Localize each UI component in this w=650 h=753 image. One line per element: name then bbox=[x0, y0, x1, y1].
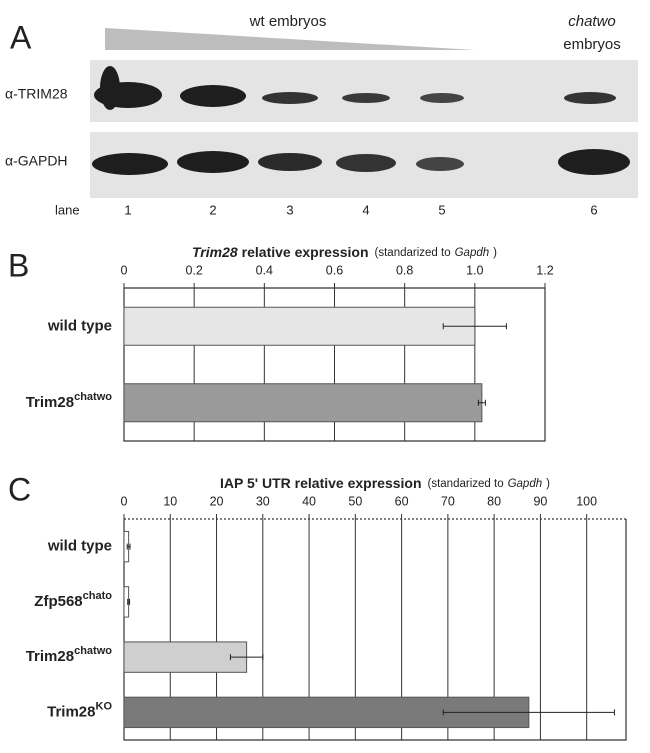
text-part: Trim28 bbox=[47, 703, 95, 720]
x-tick-label: 0 bbox=[121, 494, 128, 508]
error-bar bbox=[127, 598, 131, 605]
x-tick-label: 0.4 bbox=[256, 263, 273, 277]
text-part: Trim28 bbox=[26, 394, 74, 411]
text-part: Gapdh bbox=[508, 478, 543, 490]
band bbox=[177, 151, 249, 173]
band bbox=[420, 93, 464, 103]
x-tick-label: 0 bbox=[121, 263, 128, 277]
plot-frame bbox=[123, 519, 627, 741]
x-tick-label: 0.8 bbox=[396, 263, 413, 277]
band bbox=[564, 92, 616, 104]
band bbox=[262, 92, 318, 104]
bar bbox=[123, 306, 476, 346]
error-bar bbox=[229, 654, 264, 661]
band bbox=[180, 85, 246, 107]
x-tick-label: 30 bbox=[256, 494, 270, 508]
text-part: relative expression bbox=[242, 244, 369, 260]
category-label: wild type bbox=[47, 538, 112, 555]
x-tick-label: 90 bbox=[533, 494, 547, 508]
text-part: (standarized to bbox=[375, 247, 451, 259]
panel-label: A bbox=[10, 19, 32, 55]
text-part: IAP 5' UTR relative expression bbox=[220, 475, 422, 491]
x-tick-label: 40 bbox=[302, 494, 316, 508]
plot-frame bbox=[123, 288, 546, 442]
panel-label: C bbox=[8, 471, 31, 507]
text-part: ) bbox=[546, 478, 550, 490]
band bbox=[416, 157, 464, 171]
lane-label: 2 bbox=[209, 202, 216, 217]
error-bar bbox=[126, 543, 131, 550]
superscript: KO bbox=[96, 700, 113, 712]
x-tick-label: 80 bbox=[487, 494, 501, 508]
x-tick-label: 50 bbox=[348, 494, 362, 508]
text-part: Trim28 bbox=[26, 648, 74, 665]
category-label: Trim28chatwo bbox=[26, 645, 113, 665]
x-tick-label: 1.0 bbox=[466, 263, 483, 277]
group-label: embryos bbox=[563, 36, 621, 53]
bands bbox=[92, 66, 630, 175]
gradient-wedge bbox=[105, 28, 475, 50]
superscript: chatwo bbox=[74, 391, 112, 403]
band bbox=[258, 153, 322, 171]
band bbox=[100, 66, 120, 110]
panel-label: B bbox=[8, 247, 29, 283]
text-part: ) bbox=[493, 247, 497, 259]
category-label: Trim28KO bbox=[47, 700, 112, 720]
category-label: wild type bbox=[47, 317, 112, 334]
chart-title: IAP 5' UTR relative expression (standariz… bbox=[220, 475, 550, 491]
band bbox=[92, 153, 168, 175]
x-tick-label: 60 bbox=[395, 494, 409, 508]
category-label: Zfp568chato bbox=[34, 590, 112, 610]
lane-label: 5 bbox=[438, 202, 445, 217]
error-bar bbox=[442, 709, 615, 716]
text-part: (standarized to bbox=[428, 478, 504, 490]
x-tick-label: 0.6 bbox=[326, 263, 343, 277]
text-part: Zfp568 bbox=[34, 593, 82, 610]
lane-label: 1 bbox=[124, 202, 131, 217]
chart-title: Trim28 relative expression (standarized to… bbox=[192, 244, 497, 260]
lane-title: lane bbox=[55, 202, 80, 217]
x-tick-label: 20 bbox=[210, 494, 224, 508]
x-tick-label: 0.2 bbox=[185, 263, 202, 277]
antibody-label: α-TRIM28 bbox=[5, 86, 68, 102]
x-tick-label: 10 bbox=[163, 494, 177, 508]
blot-strip bbox=[90, 60, 638, 122]
text-part: wild type bbox=[47, 538, 112, 555]
lane-label: 3 bbox=[286, 202, 293, 217]
superscript: chato bbox=[83, 590, 113, 602]
text-part: Gapdh bbox=[455, 247, 490, 259]
lane-labels: 1 2 3 4 5 6 bbox=[124, 202, 597, 217]
lane-label: 6 bbox=[590, 202, 597, 217]
group-label: wt embryos bbox=[249, 13, 327, 30]
band bbox=[336, 154, 396, 172]
bar bbox=[123, 383, 483, 423]
bar bbox=[123, 641, 248, 673]
x-tick-label: 70 bbox=[441, 494, 455, 508]
superscript: chatwo bbox=[74, 645, 112, 657]
antibody-label: α-GAPDH bbox=[5, 153, 68, 169]
band bbox=[342, 93, 390, 103]
group-label: chatwo bbox=[568, 13, 616, 30]
category-label: Trim28chatwo bbox=[26, 391, 113, 411]
x-tick-label: 100 bbox=[576, 494, 597, 508]
error-bar bbox=[442, 323, 507, 330]
text-part: Trim28 bbox=[192, 244, 238, 260]
lane-label: 4 bbox=[362, 202, 369, 217]
text-part: wild type bbox=[47, 317, 112, 334]
error-bar bbox=[477, 399, 486, 406]
x-tick-label: 1.2 bbox=[536, 263, 553, 277]
band bbox=[558, 149, 630, 175]
